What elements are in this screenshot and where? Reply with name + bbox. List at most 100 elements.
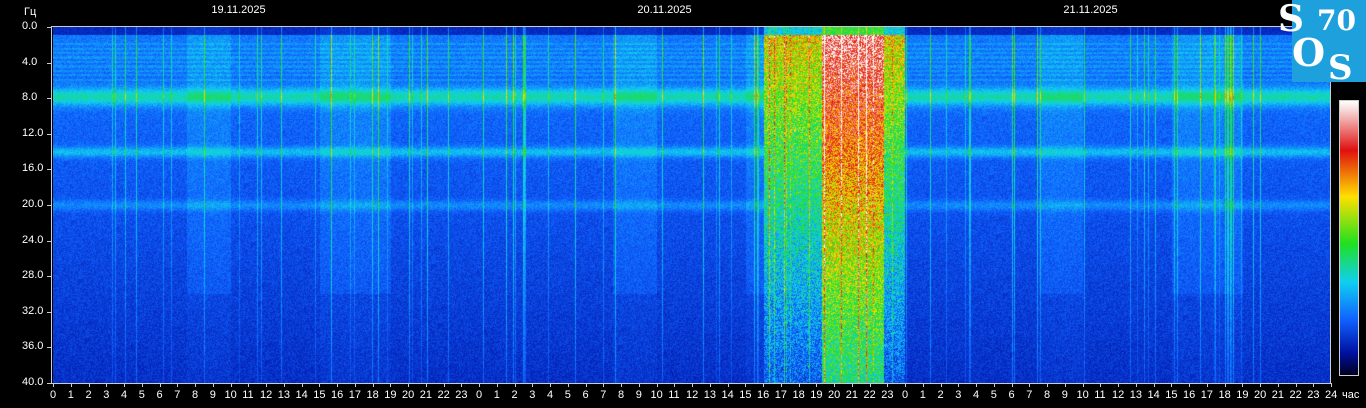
- x-tick-mark: [106, 383, 108, 387]
- x-tick-label: 5: [990, 389, 997, 401]
- x-tick-mark: [70, 383, 72, 387]
- x-tick-label: 21: [419, 389, 432, 401]
- x-tick-label: 18: [1218, 389, 1231, 401]
- x-tick-label: 19: [1236, 389, 1249, 401]
- x-tick-mark: [1224, 383, 1226, 387]
- x-tick-mark: [1242, 383, 1244, 387]
- x-tick-label: 16: [1183, 389, 1196, 401]
- x-tick-mark: [745, 383, 747, 387]
- x-tick-label: 17: [774, 389, 787, 401]
- x-tick-label: 21: [845, 389, 858, 401]
- y-tick-mark: [47, 62, 51, 64]
- x-tick-label: 17: [1200, 389, 1213, 401]
- x-tick-label: 15: [739, 389, 752, 401]
- x-tick-mark: [532, 383, 534, 387]
- x-tick-label: 8: [618, 389, 625, 401]
- x-tick-label: 4: [973, 389, 980, 401]
- x-tick-label: 10: [1076, 389, 1089, 401]
- x-tick-mark: [319, 383, 321, 387]
- x-tick-mark: [621, 383, 622, 387]
- x-tick-label: 0: [476, 389, 483, 401]
- x-tick-label: 4: [121, 389, 128, 401]
- x-tick-mark: [496, 383, 498, 387]
- x-tick-label: 15: [313, 389, 326, 401]
- x-tick-mark: [727, 383, 729, 387]
- x-tick-mark: [1064, 383, 1066, 387]
- x-tick-label: 11: [668, 389, 680, 401]
- x-tick-mark: [816, 383, 818, 387]
- x-tick-label: 14: [295, 389, 308, 401]
- y-tick-mark: [47, 169, 51, 171]
- x-tick-label: 16: [331, 389, 344, 401]
- x-tick-mark: [1011, 383, 1013, 387]
- y-axis-unit-label: Гц: [24, 6, 37, 18]
- x-tick-mark: [922, 383, 924, 387]
- x-tick-mark: [1295, 383, 1297, 387]
- y-tick-mark: [47, 205, 51, 206]
- logo-letter: 70: [1317, 4, 1356, 37]
- y-tick-mark: [47, 347, 51, 349]
- x-tick-label: 9: [635, 389, 642, 401]
- x-tick-label: 5: [564, 389, 571, 401]
- x-tick-label: 15: [1165, 389, 1178, 401]
- y-tick-label: 8.0: [22, 91, 38, 104]
- x-tick-label: 5: [138, 389, 145, 401]
- y-tick-label: 36.0: [22, 340, 44, 353]
- x-tick-mark: [195, 383, 196, 387]
- x-tick-mark: [1189, 383, 1190, 387]
- x-tick-label: 22: [437, 389, 450, 401]
- x-tick-label: 9: [1061, 389, 1068, 401]
- x-tick-mark: [585, 383, 587, 387]
- x-tick-mark: [443, 383, 445, 387]
- x-tick-mark: [692, 383, 693, 387]
- x-tick-label: 3: [529, 389, 536, 401]
- y-tick-label: 12.0: [22, 126, 44, 139]
- x-tick-mark: [993, 383, 995, 387]
- y-tick-label: 16.0: [22, 162, 44, 175]
- x-tick-mark: [1260, 383, 1261, 387]
- x-tick-mark: [1047, 383, 1048, 387]
- x-tick-mark: [887, 383, 889, 387]
- x-tick-label: 23: [1307, 389, 1320, 401]
- x-tick-label: 4: [547, 389, 554, 401]
- x-tick-label: 18: [792, 389, 805, 401]
- x-tick-mark: [514, 383, 516, 387]
- x-tick-mark: [709, 383, 711, 387]
- x-tick-label: 14: [721, 389, 734, 401]
- x-tick-mark: [834, 383, 835, 387]
- x-tick-label: 21: [1271, 389, 1284, 401]
- x-tick-mark: [301, 383, 303, 387]
- x-tick-mark: [656, 383, 658, 387]
- x-tick-label: 10: [650, 389, 663, 401]
- x-tick-mark: [283, 383, 285, 387]
- y-tick-mark: [47, 276, 51, 278]
- x-tick-label: 20: [402, 389, 415, 401]
- logo-letter: O: [1292, 30, 1326, 75]
- x-tick-mark: [124, 383, 125, 387]
- x-tick-label: 7: [1026, 389, 1033, 401]
- x-tick-mark: [372, 383, 374, 387]
- x-tick-label: 1: [67, 389, 74, 401]
- y-tick-mark: [47, 240, 51, 242]
- x-tick-label: 13: [1129, 389, 1142, 401]
- x-tick-mark: [461, 383, 463, 387]
- x-tick-label: 6: [582, 389, 589, 401]
- x-tick-label: 1: [493, 389, 500, 401]
- spectrogram-heatmap: [53, 27, 1331, 383]
- x-tick-label: 9: [209, 389, 216, 401]
- x-tick-label: 7: [600, 389, 607, 401]
- logo-letter: S: [1278, 0, 1304, 40]
- x-tick-label: 23: [455, 389, 468, 401]
- x-tick-label: 0: [50, 389, 57, 401]
- x-tick-label: 0: [902, 389, 909, 401]
- date-label: 19.11.2025: [211, 4, 266, 16]
- x-tick-mark: [1135, 383, 1137, 387]
- y-tick-label: 40.0: [22, 376, 44, 388]
- x-tick-label: 7: [174, 389, 181, 401]
- x-tick-label: 8: [192, 389, 199, 401]
- x-tick-label: 14: [1147, 389, 1160, 401]
- y-tick-label: 20.0: [22, 198, 44, 210]
- x-tick-mark: [479, 383, 480, 387]
- x-tick-label: 12: [260, 389, 273, 401]
- x-tick-label: 19: [384, 389, 397, 401]
